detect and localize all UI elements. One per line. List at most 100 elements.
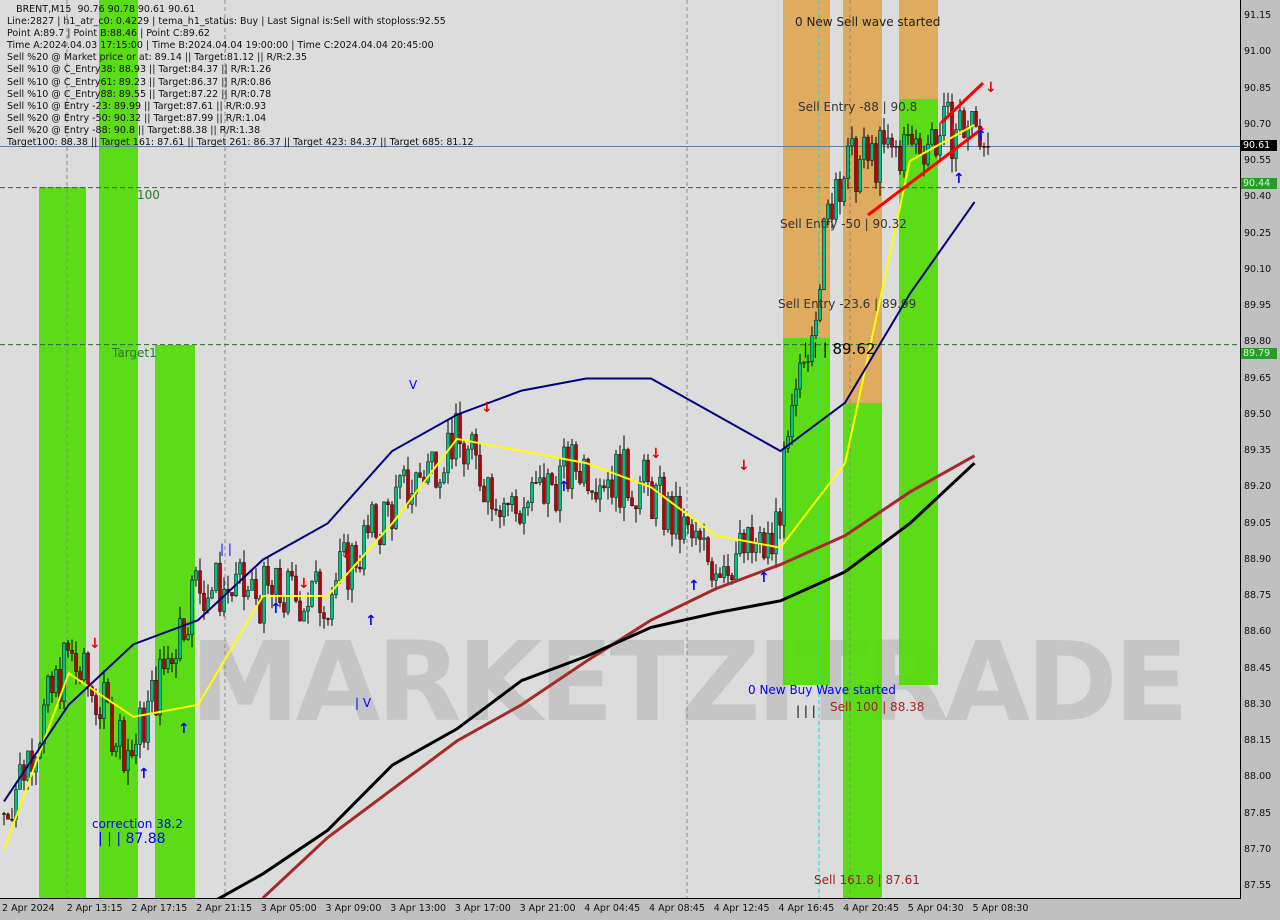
point-c-label: | | | 89.62 [803,340,876,358]
sell-arrow-icon: ↓ [738,458,750,474]
info-line: Sell %10 @ C_Entry88: 89.55 || Target:87… [7,88,272,100]
candle [502,502,506,517]
candle [594,492,598,500]
candle [506,502,510,506]
candle [562,446,566,467]
symbol: BRENT,M15 [16,4,72,15]
candle [482,485,486,503]
candle [790,405,794,438]
ma-line-navy [3,201,976,802]
candle [390,504,394,529]
candle [630,497,634,506]
x-tick-label: 4 Apr 08:45 [649,903,705,914]
candle [742,532,746,554]
buy-arrow-icon: ↑ [688,578,700,594]
candle [286,571,290,613]
info-line: Target100: 88.38 || Target 161: 87.61 ||… [7,137,474,149]
x-tick-label: 4 Apr 04:45 [584,903,641,914]
candle [318,571,322,613]
candle [182,618,186,640]
target1-label: Target1 [112,346,157,360]
candle [958,110,962,130]
candle [602,485,606,489]
sell-arrow-icon: ↓ [89,636,101,652]
candle [50,675,54,694]
y-tick-label: 91.00 [1244,46,1272,58]
new-buy-wave-label: 0 New Buy Wave started [748,683,896,697]
candle [966,126,970,138]
candle [774,511,778,555]
candle [566,446,570,489]
candle [750,527,754,553]
candle [142,707,146,743]
candle [846,145,850,179]
candle [238,562,242,575]
x-tick-label: 3 Apr 17:00 [454,903,511,914]
candle [770,532,774,555]
candle [818,289,822,321]
y-tick-label: 88.45 [1244,662,1272,674]
candle [934,129,938,156]
candle [430,451,434,463]
candle [462,443,466,465]
buy-arrow-icon: ↑ [178,721,190,737]
y-tick-label: 90.55 [1244,155,1272,166]
info-line: Sell %20 @ Market price or at: 89.14 || … [7,52,308,64]
candle [866,136,870,161]
candle [738,532,742,555]
bars-marker-2: | | [220,542,232,556]
candle [646,459,650,483]
candle [586,458,590,492]
candle [710,561,714,581]
candle [442,472,446,483]
candle [946,101,950,107]
candle [910,134,914,145]
x-tick-label: 3 Apr 21:00 [519,903,576,914]
trend-line [867,126,984,217]
candle [186,634,190,640]
green-zone [783,338,830,685]
info-line: Sell %10 @ C_Entry38: 88.93 || Target:84… [7,64,272,76]
x-tick-label: 4 Apr 16:45 [778,903,835,914]
candle [498,510,502,517]
chart-plot-area[interactable]: MARKETZITRADE ↓ ↓ ↓ ↓ ↓ ↓ ↓ ↓ ↑ ↑ ↑ ↑ ↑ ↑ ↑ ↑ ↑ BRENT,M15… [0,0,1241,899]
candle [902,134,906,171]
candle [854,138,858,192]
candle [158,658,162,716]
candle [982,145,986,148]
candle [266,566,270,586]
candle [346,542,350,590]
y-tick-label: 87.70 [1244,843,1272,855]
candle [878,130,882,183]
candle [650,481,654,519]
candle [354,545,358,568]
candle [806,361,810,363]
v-marker: V [409,378,418,392]
point-b-label: | | | 87.88 [98,831,166,847]
candle [690,524,694,539]
buy-arrow-icon: ↑ [138,766,150,782]
candle [194,570,198,581]
candle [418,472,422,478]
candle [810,335,814,362]
chart-canvas: MARKETZITRADE ↓ ↓ ↓ ↓ ↓ ↓ ↓ ↓ ↑ ↑ ↑ ↑ ↑ ↑ ↑ ↑ ↑ [0,0,1240,898]
y-tick-label: 90.70 [1244,118,1272,130]
y-tick-label: 89.20 [1244,481,1272,493]
buy-arrow-icon: ↑ [953,171,965,187]
candle [58,669,62,702]
candle [718,573,722,578]
level-tag: 90.44 [1241,178,1277,189]
x-tick-label: 2 Apr 2024 [2,903,55,914]
ma-line-yellow [3,123,975,851]
info-line: Time A:2024.04.03 17:15:00 | Time B:2024… [7,40,434,52]
candle [230,592,234,597]
candle [454,413,458,460]
candle [254,579,258,599]
candle [950,101,954,159]
info-line: Sell %20 @ Entry -88: 90.8 || Target:88.… [7,124,261,136]
candle [114,745,118,752]
candle [558,465,562,511]
candle [250,579,254,591]
candle [494,508,498,511]
candle [306,605,310,612]
